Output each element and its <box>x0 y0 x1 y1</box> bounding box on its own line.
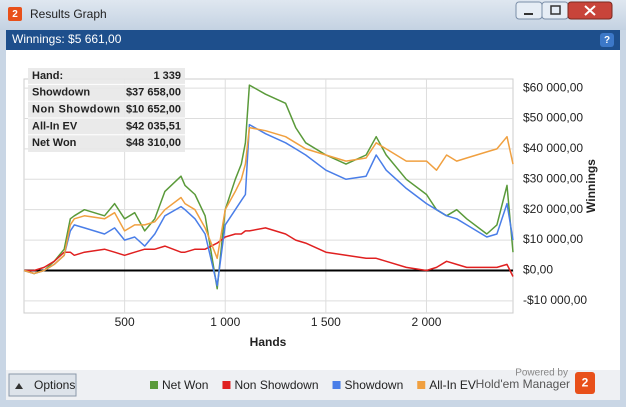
legend-label: All-In EV <box>429 378 476 392</box>
y-tick-label: $30 000,00 <box>523 171 583 185</box>
x-tick-label: 2 000 <box>411 315 441 329</box>
x-tick-label: 500 <box>115 315 135 329</box>
x-tick-label: 1 000 <box>210 315 240 329</box>
stats-value: $48 310,00 <box>126 137 181 149</box>
series-line <box>24 227 514 277</box>
legend: Net Won Non Showdown Showdown All-In EV <box>150 378 476 392</box>
app-icon-glyph: 2 <box>12 9 18 20</box>
legend-label: Showdown <box>345 378 404 392</box>
options-label: Options <box>34 378 75 392</box>
brand-logo <box>575 372 595 394</box>
powered-by: Powered by <box>515 368 568 379</box>
legend-swatch <box>150 381 158 389</box>
y-tick-label: $60 000,00 <box>523 80 583 94</box>
stats-label: Non Showdown <box>32 104 120 116</box>
stats-value: $42 035,51 <box>126 120 181 132</box>
stats-value: 1 339 <box>153 70 181 82</box>
stats-label: Net Won <box>32 137 77 149</box>
stats-value: $10 652,00 <box>126 104 181 116</box>
minimize-button[interactable] <box>515 1 543 20</box>
options-arrow <box>15 383 23 389</box>
maximize-button[interactable] <box>541 1 569 20</box>
legend-swatch <box>222 381 231 389</box>
help-button[interactable] <box>600 33 614 47</box>
series-line <box>23 84 514 290</box>
help-glyph: ? <box>604 35 610 46</box>
close-glyph <box>584 5 596 16</box>
y-tick-label: $0,00 <box>523 263 553 277</box>
x-tick-label: 1 500 <box>311 315 341 329</box>
header-text: Winnings: $5 661,00 <box>12 32 122 46</box>
y-tick-label: $50 000,00 <box>523 111 583 125</box>
legend-label: Non Showdown <box>234 378 318 392</box>
y-axis-title: Winnings <box>584 159 598 213</box>
brand-logo-glyph: 2 <box>582 376 589 390</box>
brand: Hold'em Manager <box>476 377 570 391</box>
stats-value: $37 658,00 <box>126 87 181 99</box>
options-button[interactable] <box>8 373 77 397</box>
bottom-bar <box>6 370 620 400</box>
maximize-glyph <box>550 5 561 15</box>
app-icon <box>8 7 22 21</box>
stats-table: Hand: 1 339 Showdown $37 658,00 Non Showdown… <box>28 68 185 152</box>
y-tick-label: -$10 000,00 <box>523 293 587 307</box>
window-title: Results Graph <box>30 7 107 21</box>
stats-background <box>28 68 185 152</box>
y-tick-label: $20 000,00 <box>523 202 583 216</box>
stats-label: Showdown <box>32 87 90 99</box>
legend-label: Net Won <box>162 378 208 392</box>
legend-swatch <box>417 381 426 389</box>
series-line <box>23 126 514 275</box>
legend-swatch <box>332 381 341 389</box>
series-line <box>23 123 514 287</box>
x-axis-title: Hands <box>250 335 287 349</box>
y-tick-label: $40 000,00 <box>523 141 583 155</box>
stats-label: Hand: <box>32 70 63 82</box>
stats-label: All-In EV <box>32 120 78 132</box>
y-tick-label: $10 000,00 <box>523 232 583 246</box>
plot: -$10 000,00 $0,00 $10 000,00 $20 000,00 $30 … <box>23 78 587 329</box>
header-bar <box>6 30 620 50</box>
